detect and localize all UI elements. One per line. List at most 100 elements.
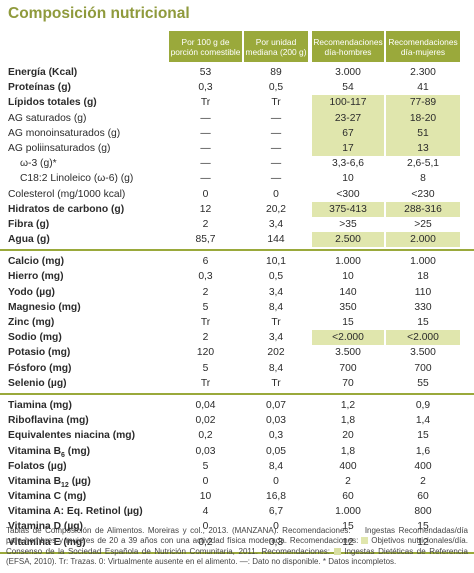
row-label: Vitamina C (mg) [8, 489, 86, 504]
cell-rec-women: 15 [417, 430, 429, 442]
cell-rec-women: <2.000 [386, 330, 460, 346]
cell-per-unit: 0,3 [268, 536, 284, 548]
row-label-text: Vitamina B [8, 475, 62, 487]
cell-per-100g: 120 [196, 347, 215, 359]
table-row: Colesterol (mg/1000 kcal) 0 0 <300 <230 [0, 187, 474, 202]
cell-per-100g: 0,04 [195, 399, 216, 411]
cell-per-100g: 0,3 [198, 271, 213, 283]
row-label-text: Lípidos totales (g) [8, 97, 97, 109]
row-label: Proteínas (g) [8, 80, 71, 95]
table-row: Selenio (µg) Tr Tr 70 55 [0, 376, 474, 391]
cell-rec-men: 3.000 [335, 67, 361, 78]
legend-square-green [333, 547, 341, 555]
row-label: Selenio (µg) [8, 376, 67, 391]
cell-rec-men: 12 [342, 536, 354, 548]
row-label: Folatos (µg) [8, 459, 67, 474]
cell-per-unit: 89 [270, 67, 282, 78]
cell-per-100g: 2 [202, 218, 209, 230]
cell-per-unit: 10,1 [265, 256, 287, 268]
row-label: Energía (Kcal) [8, 65, 77, 80]
cell-per-unit: 8,4 [268, 362, 284, 374]
table-section: Energía (Kcal) 53 89 3.000 2.300 Proteínas (g… [0, 62, 474, 252]
table-row: Fibra (g) 2 3,4 >35 >25 [0, 217, 474, 232]
cell-rec-women: 15 [417, 317, 429, 328]
row-label-text: Sodio (mg) [8, 332, 62, 344]
row-label: Potasio (mg) [8, 345, 70, 360]
cell-rec-men: 15 [342, 317, 354, 328]
cell-per-unit: 16,8 [265, 491, 287, 503]
cell-rec-women: 2 [420, 475, 426, 487]
cell-per-100g: 0,3 [198, 82, 213, 94]
cell-rec-women: 60 [417, 491, 429, 503]
table-section: Calcio (mg) 6 10,1 1.000 1.000 Hierro (mg) 0,3… [0, 251, 474, 395]
cell-per-unit: Tr [271, 97, 281, 109]
cell-per-100g: 5 [202, 301, 209, 313]
row-label-text: Fósforo (mg) [8, 362, 72, 374]
cell-rec-women: 51 [386, 125, 460, 141]
header-rec-men-label: Recomendaciones día-hombres [313, 36, 383, 57]
footnote-part-2: Ingestas Recomendadas/día para hombres y… [6, 526, 468, 546]
cell-rec-women: 2.300 [410, 67, 436, 78]
header-per-unit-label: Por unidad mediana (200 g) [245, 36, 307, 57]
row-label-text: Selenio (µg) [8, 377, 67, 389]
cell-per-unit: 3,4 [268, 332, 284, 344]
row-label-text: Yodo (µg) [8, 286, 55, 298]
row-label-text: AG monoinsaturados (g) [8, 127, 121, 139]
cell-per-100g: 6 [202, 256, 209, 268]
cell-per-100g: — [200, 112, 211, 124]
cell-per-unit: 202 [267, 347, 285, 359]
footnote-part-1: Tablas de Composición de Alimentos. More… [6, 526, 351, 535]
cell-per-unit: 0,5 [268, 82, 284, 94]
row-label-text: AG poliinsaturados (g) [8, 142, 111, 154]
cell-per-unit: 8,4 [268, 460, 284, 472]
cell-rec-men: 60 [342, 491, 354, 503]
cell-per-unit: 0,05 [265, 445, 287, 457]
table-row: Hidratos de carbono (g) 12 20,2 375-413 288-… [0, 201, 474, 217]
row-label: Zinc (mg) [8, 315, 54, 330]
cell-per-100g: — [200, 127, 211, 139]
row-label: Vitamina A: Eq. Retinol (µg) [8, 504, 143, 519]
cell-rec-men: 20 [342, 430, 354, 442]
table-row: C18:2 Linoleico (ω-6) (g) — — 10 8 [0, 171, 474, 186]
row-label: C18:2 Linoleico (ω-6) (g) [20, 171, 133, 186]
cell-per-unit: 0,3 [268, 430, 284, 442]
cell-rec-men: 23-27 [312, 110, 384, 126]
table-row: Potasio (mg) 120 202 3.500 3.500 [0, 345, 474, 360]
table-row: Equivalentes niacina (mg) 0,2 0,3 20 15 [0, 428, 474, 443]
table-row: Tiamina (mg) 0,04 0,07 1,2 0,9 [0, 398, 474, 413]
cell-per-unit: 0 [273, 521, 279, 533]
table-row: Magnesio (mg) 5 8,4 350 330 [0, 300, 474, 315]
cell-per-unit: 0 [273, 475, 279, 487]
row-label: AG saturados (g) [8, 111, 86, 126]
cell-per-100g: 0,2 [198, 536, 213, 548]
row-label: Hidratos de carbono (g) [8, 202, 124, 217]
cell-rec-men: 10 [342, 173, 354, 185]
table-row: Agua (g) 85,7 144 2.500 2.000 [0, 232, 474, 248]
table-row: ω-3 (g)* — — 3,3-6,6 2,6-5,1 [0, 156, 474, 171]
cell-per-unit: 0,5 [268, 271, 284, 283]
table-row: Riboflavina (mg) 0,02 0,03 1,8 1,4 [0, 413, 474, 428]
row-label: Colesterol (mg/1000 kcal) [8, 187, 125, 202]
cell-rec-women: 288-316 [386, 201, 460, 217]
table-section: Tiamina (mg) 0,04 0,07 1,2 0,9 Riboflavina (m… [0, 395, 474, 554]
footnote-part-3: Objetivos nutricionales/día. Consenso de… [6, 536, 468, 556]
cell-per-unit: 6,7 [268, 506, 284, 518]
header-per-100g-label: Por 100 g de porción comestible [170, 36, 241, 57]
row-label-text: Calcio (mg) [8, 256, 65, 268]
cell-rec-men: 140 [339, 286, 357, 298]
row-label: AG monoinsaturados (g) [8, 126, 120, 141]
cell-per-100g: Tr [200, 97, 211, 109]
cell-per-unit: — [270, 142, 282, 154]
cell-per-100g: — [200, 142, 211, 154]
cell-rec-men: >35 [339, 218, 357, 230]
cell-rec-men: 700 [339, 362, 357, 374]
cell-rec-men: 70 [342, 377, 354, 389]
cell-per-100g: — [200, 158, 211, 170]
cell-rec-women: 1,4 [415, 415, 431, 427]
row-label-text: Energía (Kcal) [8, 67, 78, 78]
cell-rec-men: 10 [342, 271, 354, 283]
row-label: AG poliinsaturados (g) [8, 141, 110, 156]
table-row: Lípidos totales (g) Tr Tr 100-117 77-89 [0, 95, 474, 111]
cell-rec-men: 1.000 [335, 506, 361, 518]
cell-per-unit: — [270, 112, 282, 124]
